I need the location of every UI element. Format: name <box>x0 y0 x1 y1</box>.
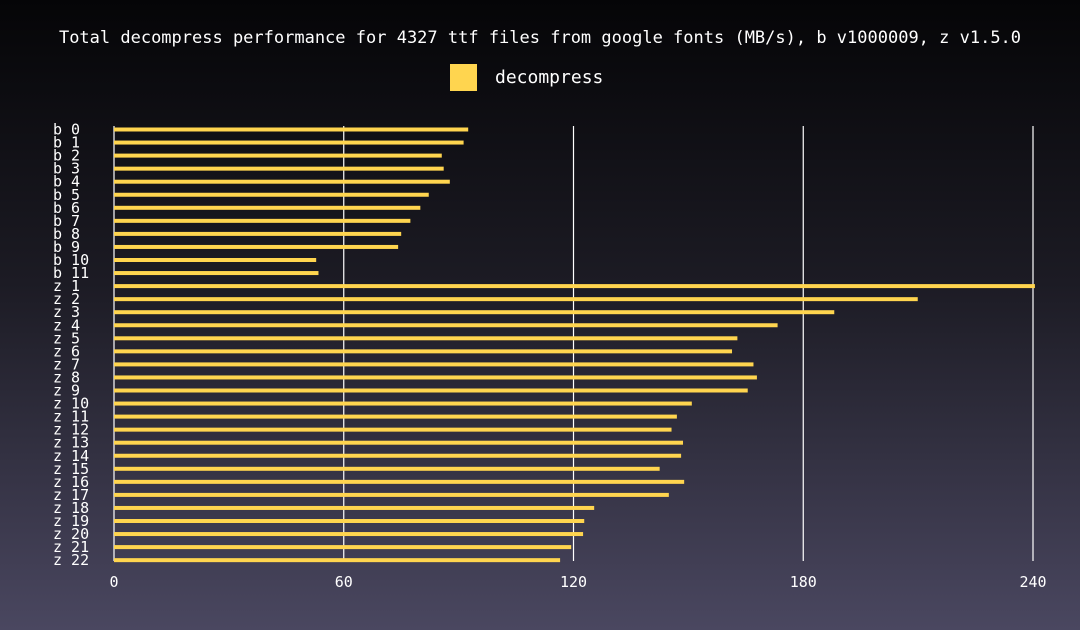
bar <box>114 140 464 145</box>
category-label: b 10 <box>53 251 89 269</box>
x-tick-label: 120 <box>560 573 587 591</box>
bar <box>114 362 754 367</box>
category-label: z 2 <box>53 290 80 308</box>
bar <box>114 519 585 523</box>
legend: decompress <box>450 63 603 91</box>
bar <box>114 336 738 341</box>
bar <box>114 205 421 210</box>
category-label: b 5 <box>53 186 80 204</box>
bar <box>114 231 402 236</box>
category-label: z 13 <box>53 434 89 452</box>
category-label: b 2 <box>53 147 80 165</box>
bar <box>114 166 444 171</box>
x-tick-label: 60 <box>335 573 353 591</box>
bar <box>114 414 677 419</box>
category-label: b 7 <box>53 212 80 230</box>
category-label: z 20 <box>53 525 89 543</box>
bar <box>114 127 469 132</box>
x-tick-label: 0 <box>109 573 118 591</box>
category-label: z 6 <box>53 342 80 360</box>
bar <box>114 453 682 458</box>
category-label: z 18 <box>53 499 89 517</box>
bar <box>114 153 442 158</box>
bar <box>114 271 319 276</box>
category-label: z 7 <box>53 355 80 373</box>
category-label: b 3 <box>53 160 80 178</box>
bar <box>114 310 835 315</box>
legend-swatch <box>450 63 477 91</box>
category-label: b 1 <box>53 134 80 152</box>
category-label: b 11 <box>53 264 89 282</box>
category-label: z 11 <box>53 408 89 426</box>
category-label: z 9 <box>53 382 80 400</box>
bar <box>114 505 595 510</box>
x-tick-label: 240 <box>1019 573 1046 591</box>
bar <box>114 401 692 406</box>
bar <box>114 479 685 484</box>
bar <box>114 440 684 445</box>
bar <box>114 179 450 184</box>
bar <box>114 388 748 393</box>
category-label: z 14 <box>53 447 89 465</box>
bar <box>114 375 757 380</box>
bar <box>114 244 399 249</box>
category-label: z 22 <box>53 551 89 569</box>
category-label: z 3 <box>53 303 80 321</box>
category-label: z 10 <box>53 395 89 413</box>
bar <box>114 349 733 354</box>
category-label: z 19 <box>53 512 89 530</box>
category-label: z 5 <box>53 329 80 347</box>
bar <box>114 284 1035 289</box>
category-label: z 8 <box>53 368 80 386</box>
legend-label: decompress <box>495 66 604 88</box>
category-label: z 21 <box>53 538 89 556</box>
bar <box>114 492 669 497</box>
category-label: b 8 <box>53 225 80 243</box>
bar <box>114 297 918 302</box>
category-label: z 12 <box>53 421 89 439</box>
category-label: b 0 <box>53 121 80 139</box>
bar <box>114 545 572 550</box>
bar <box>114 558 561 563</box>
category-label: b 6 <box>53 199 80 217</box>
category-label: b 9 <box>53 238 80 256</box>
category-label: z 15 <box>53 460 89 478</box>
bar <box>114 218 411 223</box>
bar <box>114 192 429 197</box>
bar <box>114 258 317 262</box>
category-label: z 16 <box>53 473 89 491</box>
chart-title: Total decompress performance for 4327 tt… <box>58 28 1022 48</box>
category-label: z 17 <box>53 486 89 504</box>
x-tick-label: 180 <box>790 573 817 591</box>
category-label: z 4 <box>53 316 80 334</box>
category-label: z 1 <box>53 277 80 295</box>
bar <box>114 323 778 328</box>
bar <box>114 427 672 432</box>
category-label: b 4 <box>53 173 80 191</box>
bar <box>114 532 584 537</box>
bar <box>114 466 660 471</box>
